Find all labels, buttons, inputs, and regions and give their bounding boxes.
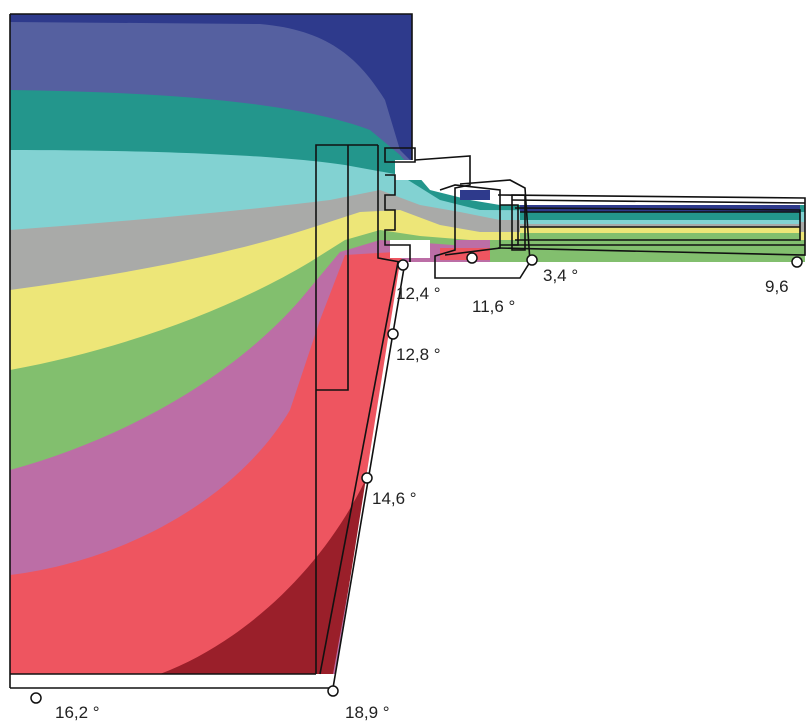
temperature-label-p3: 3,4 ° [543, 266, 579, 285]
marker-p7 [30, 692, 42, 704]
temperature-label-p2: 11,6 ° [472, 297, 516, 316]
temperature-label-p4: 9,6 [765, 277, 789, 296]
isotherm-band-9 [10, 252, 405, 674]
measurement-markers [30, 252, 803, 704]
isotherm-band-10 [160, 470, 370, 674]
marker-p2 [466, 252, 478, 264]
marker-p3 [526, 254, 538, 266]
temperature-label-p7: 16,2 ° [55, 703, 100, 722]
marker-p4 [791, 256, 803, 268]
temperature-label-p6: 14,6 ° [372, 489, 417, 508]
construction-outlines [9, 13, 806, 689]
marker-p5 [387, 328, 399, 340]
temperature-label-p5: 12,8 ° [396, 345, 441, 364]
marker-p1 [397, 259, 409, 271]
temperature-label-p1: 12,4 ° [396, 284, 441, 303]
exterior-area [0, 14, 809, 724]
temperature-label-p8: 18,9 ° [345, 703, 390, 722]
marker-p6 [361, 472, 373, 484]
marker-p8 [327, 685, 339, 697]
